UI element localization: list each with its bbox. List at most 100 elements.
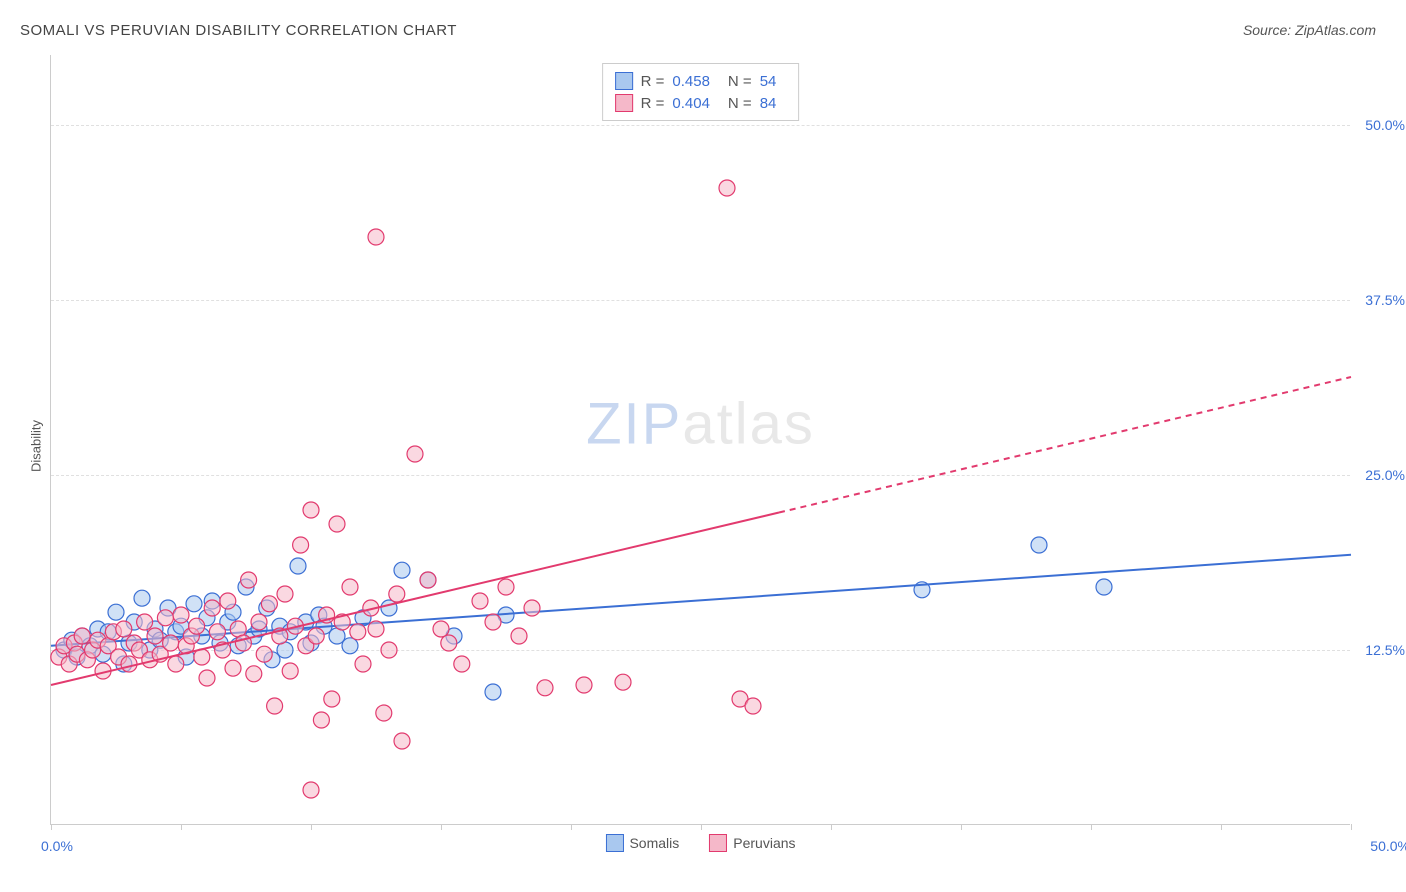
data-point (368, 621, 384, 637)
legend-item: Somalis (605, 834, 679, 852)
data-point (342, 638, 358, 654)
data-point (220, 593, 236, 609)
legend-swatch (605, 834, 623, 852)
data-point (209, 624, 225, 640)
x-tick (311, 824, 312, 830)
data-point (116, 621, 132, 637)
data-point (256, 646, 272, 662)
x-tick (1221, 824, 1222, 830)
n-label: N = (728, 95, 752, 112)
data-point (1031, 537, 1047, 553)
legend-bottom: Somalis Peruvians (605, 834, 795, 852)
x-tick (181, 824, 182, 830)
data-point (355, 656, 371, 672)
data-point (267, 698, 283, 714)
x-tick (441, 824, 442, 830)
data-point (204, 600, 220, 616)
trend-line (51, 513, 779, 685)
data-point (381, 600, 397, 616)
legend-label: Somalis (629, 835, 679, 851)
data-point (261, 596, 277, 612)
x-tick (1091, 824, 1092, 830)
data-point (537, 680, 553, 696)
r-value: 0.404 (672, 95, 710, 112)
data-point (157, 610, 173, 626)
data-point (454, 656, 470, 672)
data-point (173, 607, 189, 623)
y-axis-label: Disability (29, 420, 44, 472)
data-point (485, 614, 501, 630)
series-swatch (615, 72, 633, 90)
n-value: 84 (760, 95, 777, 112)
r-label: R = (641, 95, 665, 112)
data-point (524, 600, 540, 616)
data-point (394, 562, 410, 578)
stats-row: R = 0.404 N = 84 (615, 92, 787, 114)
plot-area: ZIPatlas 12.5%25.0%37.5%50.0% R =0.458N … (50, 55, 1350, 825)
data-point (241, 572, 257, 588)
data-point (293, 537, 309, 553)
data-point (147, 628, 163, 644)
data-point (303, 782, 319, 798)
x-tick (701, 824, 702, 830)
data-point (199, 670, 215, 686)
stats-row: R = 0.458 N = 54 (615, 70, 787, 92)
data-point (407, 446, 423, 462)
data-point (290, 558, 306, 574)
x-axis-max-label: 50.0% (1370, 838, 1406, 854)
x-tick (571, 824, 572, 830)
x-tick (51, 824, 52, 830)
data-point (108, 604, 124, 620)
source-label: Source: ZipAtlas.com (1243, 22, 1376, 38)
data-point (186, 596, 202, 612)
data-point (576, 677, 592, 693)
chart-title: SOMALI VS PERUVIAN DISABILITY CORRELATIO… (20, 22, 457, 39)
data-point (168, 656, 184, 672)
data-point (350, 624, 366, 640)
data-point (389, 586, 405, 602)
data-point (313, 712, 329, 728)
data-point (745, 698, 761, 714)
data-point (121, 656, 137, 672)
trend-line-dashed (779, 377, 1351, 513)
data-point (381, 642, 397, 658)
data-point (472, 593, 488, 609)
data-point (308, 628, 324, 644)
stats-legend: R = 0.458 N = 54 R = 0.404 N = 84 (602, 63, 800, 121)
legend-swatch (709, 834, 727, 852)
series-swatch (615, 94, 633, 112)
y-tick-label: 12.5% (1365, 642, 1405, 658)
r-value: 0.458 (672, 73, 710, 90)
data-point (74, 628, 90, 644)
x-tick (961, 824, 962, 830)
data-point (394, 733, 410, 749)
legend-label: Peruvians (733, 835, 795, 851)
data-point (277, 586, 293, 602)
data-point (282, 663, 298, 679)
data-point (303, 502, 319, 518)
data-point (137, 614, 153, 630)
data-point (251, 614, 267, 630)
data-point (246, 666, 262, 682)
y-tick-label: 37.5% (1365, 292, 1405, 308)
data-point (324, 691, 340, 707)
data-point (134, 590, 150, 606)
data-point (485, 684, 501, 700)
data-point (376, 705, 392, 721)
x-axis-min-label: 0.0% (41, 838, 73, 854)
data-point (189, 618, 205, 634)
data-point (342, 579, 358, 595)
legend-item: Peruvians (709, 834, 795, 852)
data-point (719, 180, 735, 196)
scatter-svg (51, 55, 1350, 824)
n-value: 54 (760, 73, 777, 90)
y-tick-label: 25.0% (1365, 467, 1405, 483)
data-point (511, 628, 527, 644)
n-label: N = (728, 73, 752, 90)
r-label: R = (641, 73, 665, 90)
data-point (433, 621, 449, 637)
data-point (1096, 579, 1112, 595)
y-tick-label: 50.0% (1365, 117, 1405, 133)
data-point (225, 660, 241, 676)
x-tick (831, 824, 832, 830)
